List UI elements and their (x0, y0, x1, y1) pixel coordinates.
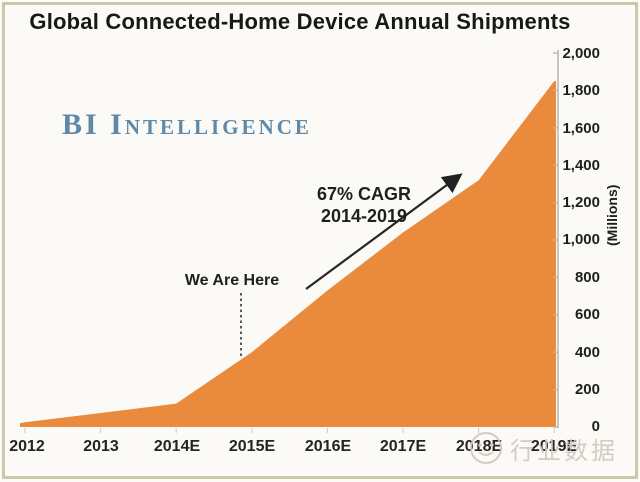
x-tick-label-2014e: 2014E (153, 438, 201, 455)
x-tick-label-2017e: 2017E (379, 438, 427, 455)
cagr-annotation-line2: 2014-2019 (320, 206, 408, 226)
x-tick-label-2019e: 2019E (530, 438, 578, 455)
y-tick-label-1200: 1,200 (562, 194, 600, 211)
y-tick-label-2000: 2,000 (562, 45, 600, 62)
y-tick-label-1600: 1,600 (562, 120, 600, 137)
we-are-here-annotation: We Are Here (184, 272, 280, 289)
watermark-text: 行业数据 (510, 438, 618, 465)
x-tick-label-2013: 2013 (83, 438, 119, 455)
shipments-area-series (20, 81, 556, 427)
y-tick-label-0: 0 (591, 418, 600, 435)
x-tick-label-2012: 2012 (9, 438, 45, 455)
x-tick-label-2018e: 2018E (455, 438, 503, 455)
y-tick-label-1400: 1,400 (562, 157, 600, 174)
watermark: 行业数据 (468, 430, 618, 466)
smiley-circle-logo-icon (470, 432, 502, 464)
y-tick-label-800: 800 (574, 269, 600, 286)
y-tick-label-1000: 1,000 (562, 231, 600, 248)
y-axis-unit-label: (Millions) (604, 184, 620, 246)
y-tick-label-600: 600 (574, 306, 600, 323)
y-tick-label-1800: 1,800 (562, 82, 600, 99)
x-axis-ticks (24, 428, 555, 433)
x-tick-label-2015e: 2015E (228, 438, 276, 455)
cagr-trend-arrow (305, 173, 463, 290)
x-tick-label-2016e: 2016E (304, 438, 352, 455)
chart-title: Global Connected-Home Device Annual Ship… (29, 9, 571, 34)
y-tick-label-400: 400 (574, 344, 600, 361)
bi-intelligence-logo: BI Intelligence (62, 108, 312, 141)
y-tick-label-200: 200 (574, 381, 600, 398)
y-axis-ticks (553, 52, 558, 428)
cagr-annotation: 67% CAGR 2014-2019 (317, 183, 411, 227)
cagr-annotation-line1: 67% CAGR (316, 184, 412, 204)
